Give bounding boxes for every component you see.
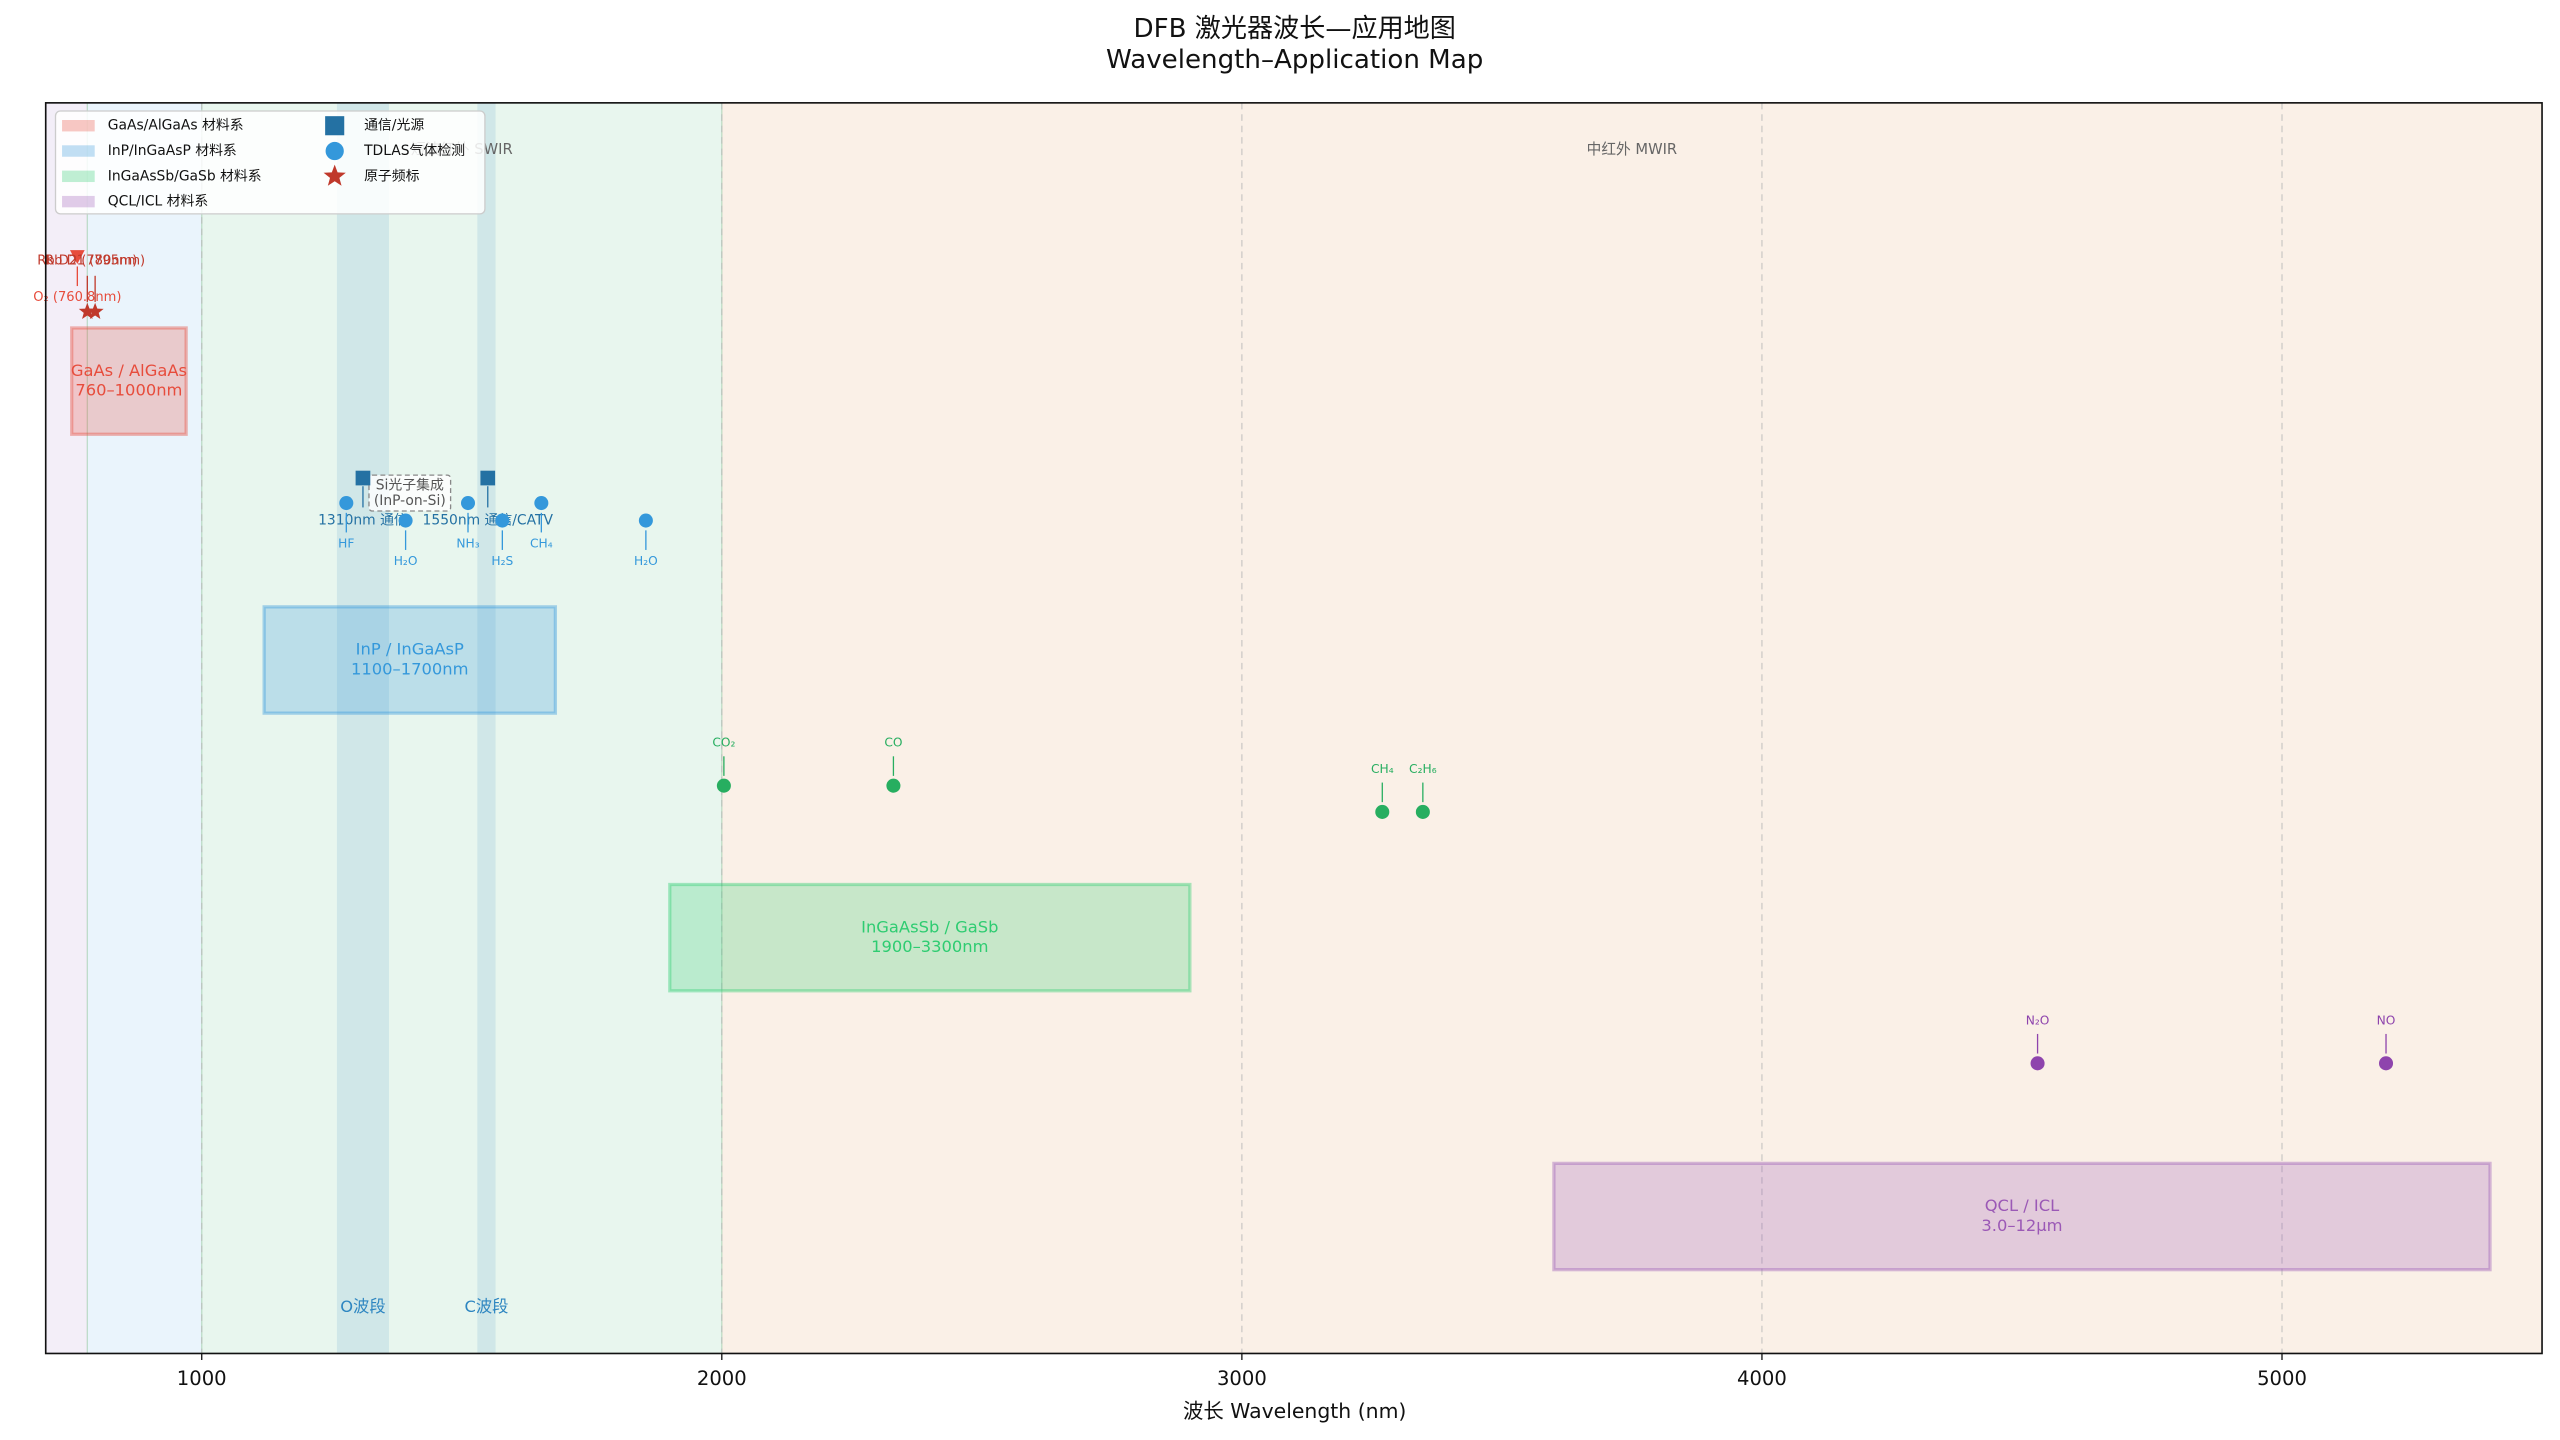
- x-tick-label: 5000: [2257, 1367, 2307, 1390]
- band-label: C波段: [464, 1297, 508, 1316]
- point-label: CH₄: [530, 536, 553, 550]
- circle-marker: [1375, 804, 1390, 819]
- x-tick-label: 4000: [1737, 1367, 1787, 1390]
- point-label: NH₃: [456, 536, 479, 550]
- material-label: InGaAsSb / GaSb: [861, 917, 998, 936]
- material-label: QCL / ICL: [1985, 1196, 2059, 1215]
- chart-subtitle: Wavelength–Application Map: [1106, 45, 1483, 75]
- circle-marker: [638, 513, 653, 528]
- plot-frame: [44, 102, 2543, 1355]
- legend-label: TDLAS气体检测: [363, 143, 465, 159]
- x-tick-label: 3000: [1217, 1367, 1267, 1390]
- point-label: HF: [338, 536, 354, 550]
- point-label: C₂H₆: [1409, 762, 1437, 776]
- legend-label: InGaAsSb/GaSb 材料系: [108, 168, 262, 184]
- annotation-text: Si光子集成: [376, 478, 444, 494]
- material-box: [1552, 1161, 2492, 1272]
- star-marker: [86, 302, 104, 319]
- legend-label: InP/InGaAsP 材料系: [108, 143, 237, 159]
- circle-marker: [886, 778, 901, 793]
- circle-marker: [339, 496, 354, 511]
- spectral-region: [721, 102, 2543, 1354]
- circle-marker: [1415, 804, 1430, 819]
- legend-marker: [323, 164, 346, 186]
- point-label: CH₄: [1371, 762, 1394, 776]
- region-label: 中红外 MWIR: [1587, 141, 1677, 158]
- material-label: GaAs / AlGaAs: [71, 361, 187, 380]
- point-label: 1550nm 通信/CATV: [423, 512, 554, 528]
- point-label: H₂O: [394, 554, 418, 568]
- legend-marker: [325, 141, 344, 161]
- material-box: [262, 605, 558, 715]
- material-label: InP / InGaAsP: [356, 640, 464, 659]
- circle-marker: [534, 496, 549, 511]
- material-box: [70, 326, 188, 436]
- material-range: 1100–1700nm: [351, 659, 468, 678]
- material-range: 760–1000nm: [75, 380, 182, 399]
- material-range: 1900–3300nm: [871, 937, 988, 956]
- triangle-marker: [69, 250, 85, 265]
- legend-box: [54, 110, 486, 215]
- telecom-band: [336, 102, 389, 1354]
- point-label: Rb D1 (795nm): [45, 254, 145, 269]
- spectral-region: [45, 102, 88, 1354]
- point-label: NO: [2377, 1013, 2396, 1027]
- circle-marker: [495, 513, 510, 528]
- point-label: Rb D2 (780nm): [37, 254, 137, 269]
- star-marker: [78, 302, 96, 319]
- circle-marker: [460, 496, 476, 511]
- circle-marker: [398, 513, 413, 528]
- circle-marker: [716, 778, 731, 793]
- legend-swatch: [62, 170, 95, 183]
- x-axis-label: 波长 Wavelength (nm): [1183, 1399, 1406, 1423]
- legend-label: 通信/光源: [364, 118, 424, 134]
- band-label: O波段: [340, 1297, 385, 1316]
- point-label: 1310nm 通信: [318, 512, 408, 528]
- square-marker: [480, 470, 496, 486]
- x-tick-label: 1000: [177, 1367, 227, 1390]
- material-range: 3.0–12μm: [1981, 1216, 2062, 1235]
- point-label: O₂ (760.8nm): [33, 290, 121, 305]
- circle-marker: [2379, 1056, 2394, 1071]
- legend-swatch: [62, 195, 95, 208]
- chart-title: DFB 激光器波长—应用地图: [1133, 14, 1455, 44]
- point-label: N₂O: [2026, 1013, 2050, 1027]
- point-label: H₂S: [491, 554, 513, 568]
- circle-marker: [2030, 1056, 2045, 1071]
- legend-label: GaAs/AlGaAs 材料系: [108, 118, 244, 134]
- x-tick-label: 2000: [697, 1367, 747, 1390]
- legend-swatch: [62, 120, 95, 132]
- legend-label: QCL/ICL 材料系: [108, 194, 208, 210]
- point-label: CO₂: [712, 736, 735, 750]
- point-label: H₂O: [634, 554, 658, 568]
- spectral-region: [87, 102, 202, 1354]
- legend-swatch: [62, 145, 95, 157]
- telecom-band: [477, 102, 496, 1354]
- material-box: [668, 882, 1192, 993]
- square-marker: [355, 470, 371, 486]
- legend-label: 原子频标: [364, 168, 420, 184]
- spectral-region: [201, 102, 722, 1354]
- annotation-box: [368, 474, 452, 512]
- annotation-text: (InP-on-Si): [374, 493, 446, 509]
- legend-marker: [325, 116, 345, 136]
- point-label: CO: [884, 736, 902, 750]
